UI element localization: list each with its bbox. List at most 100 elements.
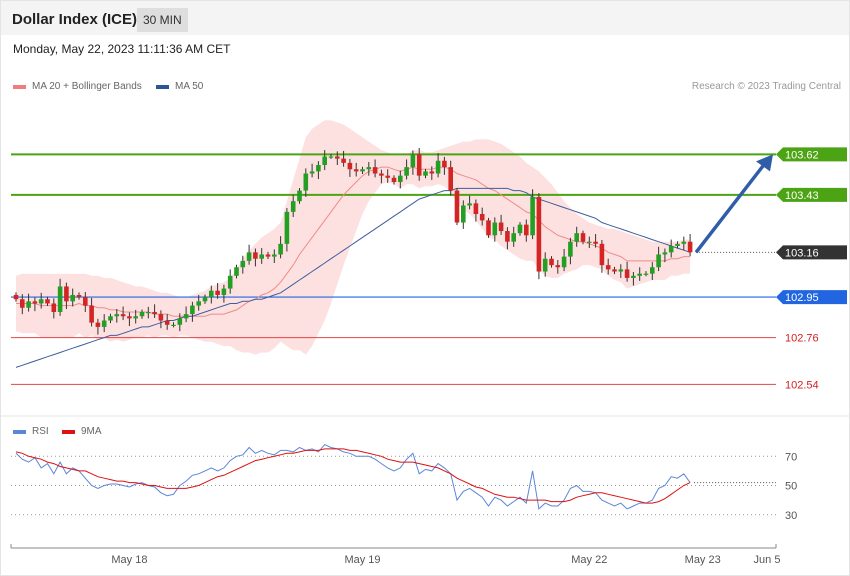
candle-body — [158, 314, 164, 321]
candle-body — [498, 222, 504, 232]
candle-body — [511, 233, 516, 242]
candle-body — [473, 203, 479, 214]
candle-body — [177, 318, 183, 325]
candle-body — [454, 190, 460, 223]
candle-body — [486, 220, 491, 236]
candle-body — [435, 160, 441, 174]
candle-body — [618, 269, 624, 272]
bollinger-fill — [16, 120, 691, 355]
candle-body — [45, 299, 50, 304]
candle-body — [656, 254, 661, 268]
timeframe-button[interactable]: 30 MIN — [137, 8, 188, 32]
candle-body — [227, 275, 233, 289]
ma20-swatch — [13, 84, 26, 89]
candle-body — [234, 267, 239, 276]
legend-rsi: RSI — [13, 426, 49, 437]
level-tags: 103.62 103.43 103.16 102.95 102.76 102.54 — [776, 147, 847, 391]
ma20-label: MA 20 + Bollinger Bands — [32, 81, 142, 92]
x-tick-label: May 23 — [685, 554, 721, 566]
candle-body — [379, 173, 384, 176]
candle-body — [442, 160, 447, 168]
candle-body — [108, 316, 113, 321]
x-tick-label: May 19 — [344, 554, 380, 566]
ma50-label: MA 50 — [175, 81, 204, 92]
candle-body — [278, 243, 283, 255]
header-bar: Dollar Index (ICE) 30 MIN — [1, 1, 849, 35]
candle-body — [95, 322, 101, 327]
candle-body — [675, 243, 680, 246]
credit-text: Research © 2023 Trading Central — [691, 81, 841, 92]
candle-body — [64, 286, 69, 302]
candle-body — [20, 299, 25, 308]
candle-body — [303, 173, 309, 191]
rsi-tick-label: 50 — [785, 481, 797, 493]
candle-body — [209, 290, 214, 298]
candle-body — [183, 314, 189, 319]
candle-body — [448, 167, 453, 191]
candle-body — [341, 158, 346, 163]
candle-body — [114, 314, 120, 317]
candle-body — [668, 245, 674, 253]
candle-body — [492, 222, 498, 236]
candle-body — [353, 169, 359, 172]
candle-body — [164, 320, 170, 325]
candle-body — [297, 190, 302, 202]
chart-title: Dollar Index (ICE) — [12, 11, 138, 28]
candle-body — [13, 294, 19, 300]
projection — [694, 154, 773, 254]
legend-9ma: 9MA — [62, 426, 102, 437]
candle-body — [599, 243, 605, 266]
candle-body — [416, 154, 422, 176]
pivot-tag — [776, 290, 847, 305]
timestamp: Monday, May 22, 2023 11:11:36 AM CET — [13, 42, 231, 56]
candle-body — [290, 201, 296, 212]
candle-body — [196, 301, 201, 306]
candle-body — [624, 269, 630, 278]
candle-body — [335, 156, 340, 159]
candle-body — [265, 254, 271, 257]
candle-body — [101, 320, 107, 327]
candle-body — [687, 241, 693, 253]
rsi-label: RSI — [32, 426, 49, 437]
ma50-swatch — [156, 84, 169, 89]
projection-arrow-line — [694, 162, 767, 254]
candle-body — [593, 241, 598, 244]
candle-body — [429, 171, 435, 174]
candle-body — [605, 265, 611, 270]
candle-body — [385, 175, 390, 178]
candle-body — [316, 165, 321, 172]
candle-body — [404, 167, 409, 176]
rsi-series-line — [15, 443, 691, 510]
candle-body — [26, 301, 31, 308]
candle-body — [561, 256, 567, 268]
ma9-swatch — [62, 429, 75, 434]
candle-body — [612, 269, 617, 272]
candle-body — [643, 273, 649, 275]
resistance-label: 103.62 — [785, 149, 819, 161]
candle-body — [479, 214, 485, 221]
moving-averages — [15, 166, 691, 368]
ma20-line — [16, 166, 691, 317]
candle-body — [127, 316, 132, 319]
bollinger-band — [16, 120, 691, 355]
candle-body — [637, 273, 642, 276]
candle-body — [272, 254, 277, 257]
candle-body — [461, 205, 466, 223]
candle-body — [398, 175, 403, 183]
pivot-label: 102.95 — [785, 292, 819, 304]
candle-body — [51, 303, 57, 312]
candle-body — [215, 290, 220, 295]
candle-body — [133, 316, 138, 319]
candle-body — [681, 241, 687, 244]
candle-body — [32, 301, 38, 304]
x-tick-label: Jun 5 — [754, 554, 781, 566]
level-lines — [11, 153, 776, 385]
candle-body — [70, 294, 75, 302]
candle-body — [284, 211, 290, 244]
candle-body — [517, 224, 523, 234]
candle-body — [146, 312, 151, 314]
candle-body — [574, 233, 579, 242]
candle-body — [542, 258, 548, 272]
x-axis: May 18 May 19 May 22 May 23 Jun 5 — [10, 544, 781, 566]
